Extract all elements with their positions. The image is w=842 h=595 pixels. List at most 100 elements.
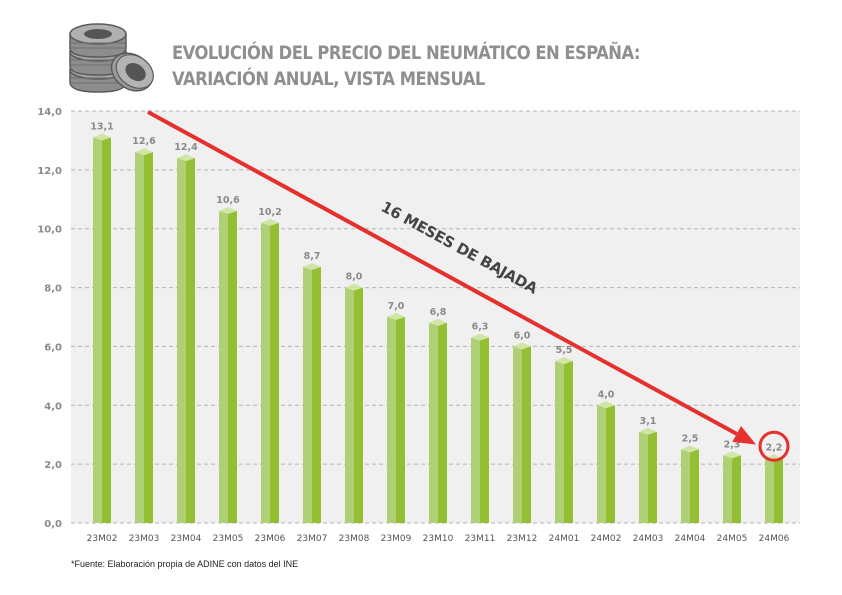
bar xyxy=(681,445,699,523)
bar-top-cap xyxy=(555,357,573,365)
value-label: 2,3 xyxy=(724,439,741,450)
y-tick-label: 4,0 xyxy=(44,401,62,412)
bar-face-right xyxy=(774,458,783,523)
bar-face-right xyxy=(144,152,153,523)
x-tick-label: 23M02 xyxy=(87,534,118,544)
value-label: 6,3 xyxy=(472,322,489,333)
bar xyxy=(135,148,153,523)
bar-face-left xyxy=(135,152,144,523)
bar xyxy=(93,133,111,523)
x-tick-label: 23M08 xyxy=(339,534,370,544)
x-tick-label: 23M10 xyxy=(423,534,454,544)
value-label: 8,7 xyxy=(304,251,321,262)
chart-title-line-1: EVOLUCIÓN DEL PRECIO DEL NEUMÁTICO EN ES… xyxy=(172,42,640,64)
x-tick-label: 23M04 xyxy=(171,534,202,544)
x-tick-label: 24M03 xyxy=(633,534,664,544)
bar-face-right xyxy=(102,137,111,523)
bar-face-right xyxy=(480,337,489,523)
value-label: 4,0 xyxy=(598,389,615,400)
bar-top-cap xyxy=(345,283,363,291)
bar-top-cap xyxy=(387,313,405,320)
tire-stack-icon xyxy=(64,22,156,94)
trend-arrow-line xyxy=(147,110,738,436)
value-label: 12,4 xyxy=(174,142,198,153)
bar-top-cap xyxy=(303,262,321,270)
bar xyxy=(303,262,321,523)
y-tick-label: 6,0 xyxy=(44,342,62,353)
bar-top-cap xyxy=(471,333,489,341)
tire-top xyxy=(69,23,127,58)
bar-top-cap xyxy=(261,218,279,226)
bar-face-right xyxy=(186,158,195,524)
bar xyxy=(429,318,447,523)
x-tick-label: 23M09 xyxy=(381,534,412,544)
bar-face-right xyxy=(438,322,447,523)
bar-face-left xyxy=(471,337,480,523)
footnote-source: *Fuente: Elaboración propia de ADINE con… xyxy=(71,559,299,569)
value-label: 6,0 xyxy=(514,330,531,341)
x-tick-label: 24M05 xyxy=(717,534,748,544)
bar xyxy=(345,283,363,523)
value-label: 2,5 xyxy=(682,433,699,444)
bar-face-left xyxy=(177,158,186,524)
bar xyxy=(597,401,615,523)
bar-face-right xyxy=(270,222,279,524)
bar xyxy=(177,154,195,524)
bar xyxy=(219,207,237,524)
chart-title-line-2: VARIACIÓN ANUAL, VISTA MENSUAL xyxy=(172,68,485,90)
value-label: 10,2 xyxy=(258,207,281,218)
value-label: 13,1 xyxy=(90,121,113,132)
bar-top-cap xyxy=(219,207,237,215)
bars xyxy=(93,133,783,524)
y-tick-label: 2,0 xyxy=(44,460,62,471)
bar-top-cap xyxy=(513,342,531,350)
bar xyxy=(639,427,657,523)
bar-face-right xyxy=(732,455,741,523)
y-tick-label: 8,0 xyxy=(44,284,62,295)
highlight-circle xyxy=(758,430,790,462)
x-tick-label: 23M12 xyxy=(507,534,538,544)
value-label: 7,0 xyxy=(388,301,405,312)
bar-face-right xyxy=(564,361,573,523)
x-tick-label: 23M11 xyxy=(465,534,496,544)
bar-face-right xyxy=(312,266,321,523)
bar xyxy=(765,454,783,523)
x-tick-label: 24M04 xyxy=(675,534,706,544)
bar-top-cap xyxy=(681,445,699,453)
bar xyxy=(387,313,405,523)
bar-face-left xyxy=(261,222,270,524)
x-tick-label: 23M03 xyxy=(129,534,160,544)
tire-leaning xyxy=(110,52,154,92)
value-label: 12,6 xyxy=(132,136,156,147)
bar-face-right xyxy=(606,405,615,523)
y-tick-label: 0,0 xyxy=(44,519,62,530)
bar-face-left xyxy=(597,405,606,523)
bar-top-cap xyxy=(597,401,615,409)
bar-top-cap xyxy=(135,148,153,156)
bar xyxy=(555,357,573,523)
bar-top-cap xyxy=(639,427,657,435)
bar-face-left xyxy=(513,346,522,523)
y-tick-label: 10,0 xyxy=(37,225,62,236)
bar xyxy=(261,218,279,524)
bar-face-left xyxy=(219,211,228,524)
x-tick-label: 23M06 xyxy=(255,534,286,544)
bar-face-left xyxy=(93,137,102,523)
chart-title: EVOLUCIÓN DEL PRECIO DEL NEUMÁTICO EN ES… xyxy=(172,40,640,92)
bar-face-right xyxy=(354,287,363,523)
bar-face-left xyxy=(681,449,690,523)
value-label: 8,0 xyxy=(346,272,363,283)
bar-face-left xyxy=(639,431,648,523)
y-tick-label: 12,0 xyxy=(37,166,62,177)
value-label: 3,1 xyxy=(640,416,657,427)
trend-arrow-head xyxy=(732,426,756,445)
x-tick-label: 24M06 xyxy=(759,534,790,544)
bar-face-right xyxy=(648,431,657,523)
x-tick-label: 23M05 xyxy=(213,534,244,544)
value-label: 10,6 xyxy=(216,195,240,206)
value-label: 5,5 xyxy=(556,345,573,356)
bar-face-left xyxy=(555,361,564,523)
bar-face-right xyxy=(228,211,237,524)
bar-face-left xyxy=(303,266,312,523)
